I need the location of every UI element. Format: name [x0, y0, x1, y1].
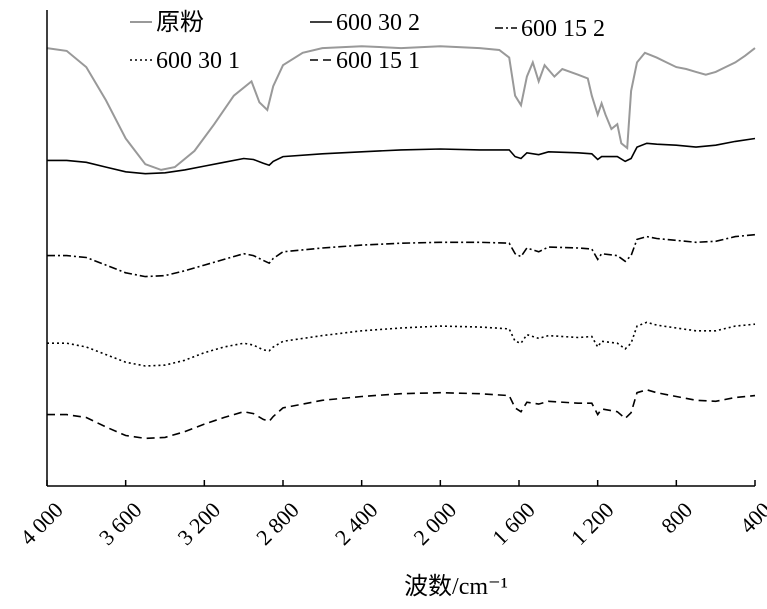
series-line-1 [46, 45, 756, 171]
series-line-5 [47, 388, 756, 440]
x-tick-label: 4 000 [15, 497, 68, 550]
axes [46, 10, 755, 487]
x-tick-label: 1 600 [487, 497, 540, 550]
x-tick-label: 2 400 [330, 497, 383, 550]
x-tick-label: 3 600 [94, 497, 147, 550]
x-tick-label: 1 200 [566, 497, 619, 550]
x-tick-label: 400 [735, 497, 767, 538]
legend-label-3: 600 15 2 [521, 16, 605, 42]
legend-label-1: 原粉 [156, 9, 204, 36]
x-tick-label: 3 200 [173, 497, 226, 550]
series-line-4 [47, 321, 756, 367]
legend-label-5: 600 15 1 [336, 48, 420, 74]
x-tick-label: 2 800 [251, 497, 304, 550]
series-line-2 [47, 137, 756, 175]
plot-lines [46, 45, 756, 440]
series-line-3 [47, 233, 756, 278]
legend-label-2: 600 30 2 [336, 10, 420, 36]
legend: 原粉 600 30 2 600 15 2 600 30 1 600 15 1 [130, 9, 605, 74]
x-tick-label: 800 [656, 497, 697, 538]
x-tick-label: 2 000 [409, 497, 462, 550]
x-ticks: 4 000 3 600 3 200 2 800 2 400 2 000 1 600 1 200… [15, 480, 767, 550]
legend-label-4: 600 30 1 [156, 48, 240, 74]
x-axis-title: 波数/cm⁻¹ [404, 573, 508, 600]
